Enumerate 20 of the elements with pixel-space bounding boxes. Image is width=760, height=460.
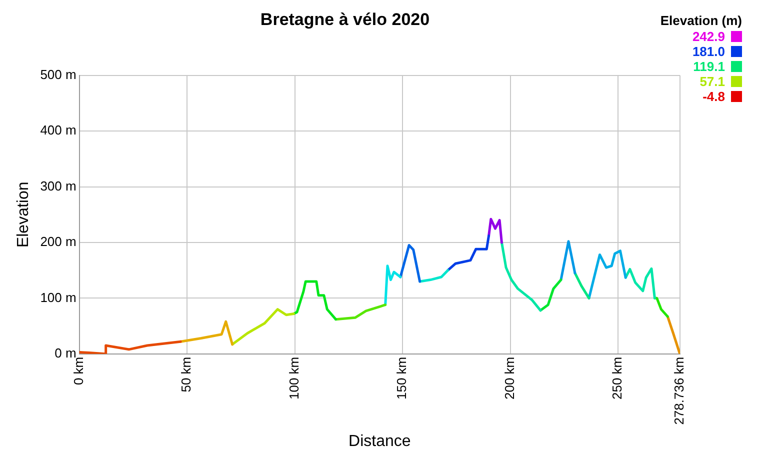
y-tick-label: 200 m	[40, 234, 76, 250]
x-tick-label: 250 km	[610, 356, 625, 400]
y-tick-label: 400 m	[40, 122, 76, 138]
color-bar-label: -4.8	[702, 89, 725, 104]
chart-title: Bretagne à vélo 2020	[260, 10, 430, 29]
x-tick-label: 50 km	[178, 356, 194, 392]
color-bar-title: Elevation (m)	[660, 13, 742, 29]
color-bar-label: 119.1	[693, 59, 725, 74]
color-bar-label: 242.9	[692, 29, 725, 44]
color-bar-label: 181.0	[692, 44, 725, 59]
x-tick-label: 200 km	[502, 356, 517, 400]
x-axis-title: Distance	[348, 432, 411, 450]
x-tick-label: 278.736 km	[672, 356, 687, 425]
color-bar-label: 57.1	[700, 74, 725, 89]
x-tick-label: 100 km	[286, 356, 302, 400]
y-tick-label: 500 m	[40, 66, 76, 82]
y-tick-label: 300 m	[40, 178, 76, 194]
x-tick-label: 150 km	[394, 356, 410, 400]
y-tick-label: 100 m	[40, 290, 76, 305]
y-axis-title: Elevation	[15, 182, 32, 248]
